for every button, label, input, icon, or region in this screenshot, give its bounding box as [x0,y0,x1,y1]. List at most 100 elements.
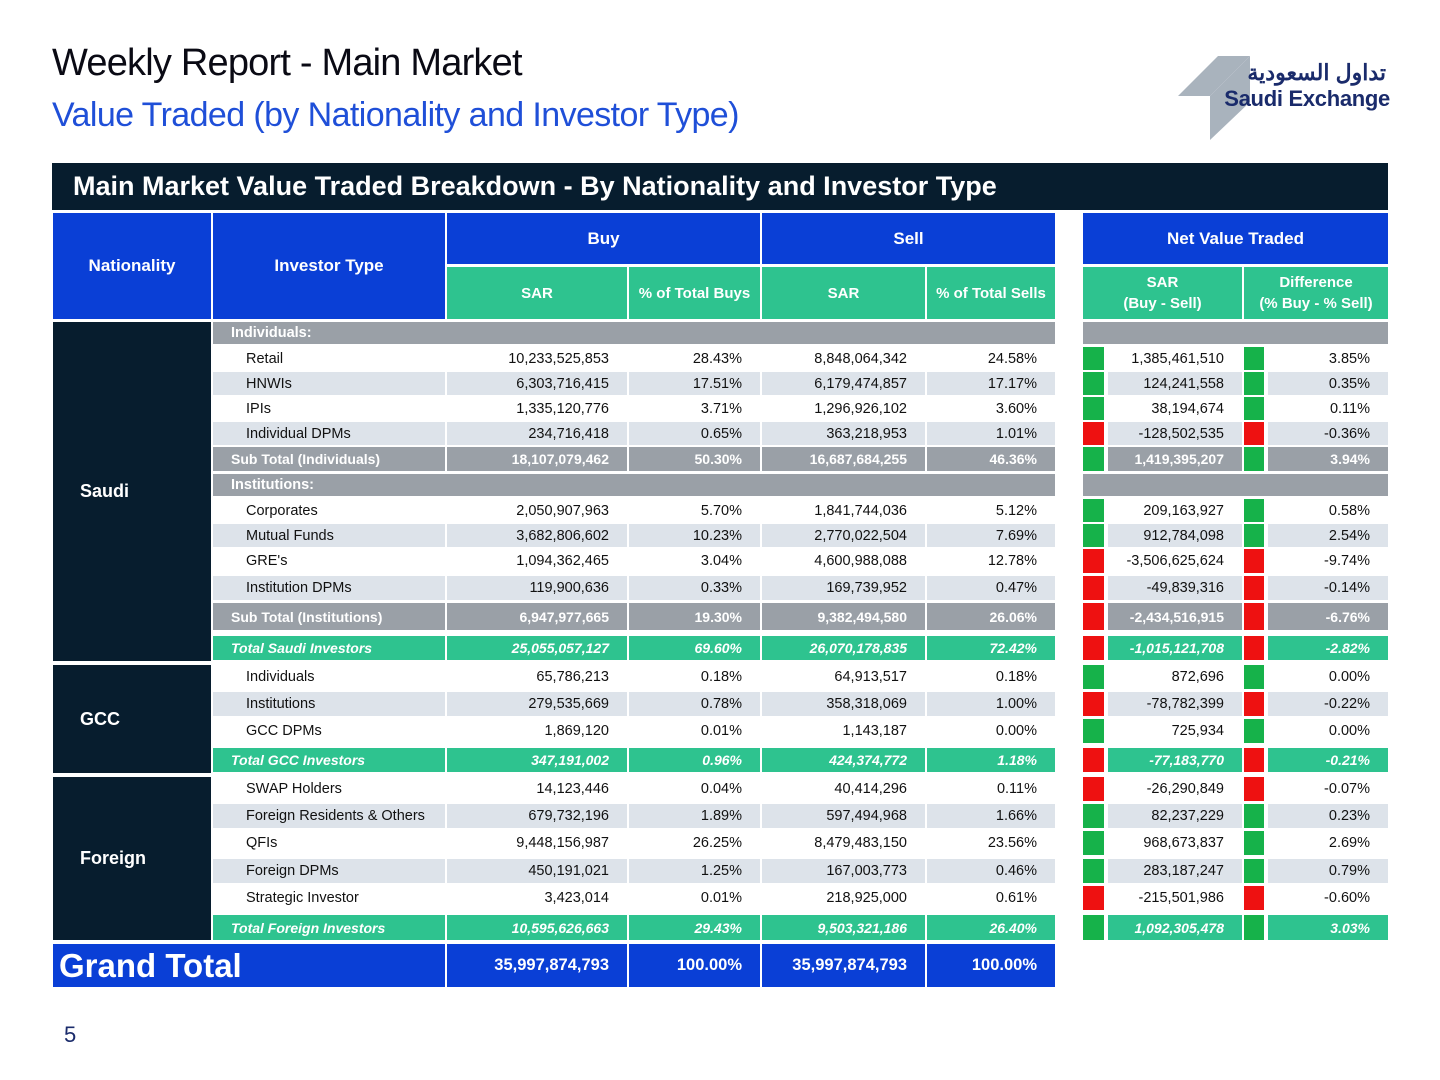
table-row-sell-pct: 0.18% [995,669,1037,685]
table-row-buy-sar: 3,682,806,602 [447,524,627,547]
table-row-buy-pct: 0.65% [629,422,760,445]
table-row-label: GRE's [246,553,288,569]
table-row-buy-sar: 119,900,636 [447,576,627,600]
table-row-sell-sar: 2,770,022,504 [762,524,925,547]
table-row-net-sar: 872,696 [1171,669,1224,685]
table-row-net-difference: -0.07% [1324,781,1370,797]
table-row-buy-sar: 6,303,716,415 [447,372,627,395]
table-row-sell-sar: 1,296,926,102 [814,400,907,417]
table-row-net-sar: -49,839,316 [1108,576,1242,600]
table-row-buy-pct: 10.23% [629,524,760,547]
table-row-buy-pct: 1.25% [629,859,760,883]
table-row-buy-pct: 0.18% [700,669,742,685]
table-row-label: Corporates [246,502,318,519]
difference-direction-indicator [1244,576,1264,600]
subtotal-row-net-sar: -2,434,516,915 [1108,603,1242,630]
table-row-label: Strategic Investor [246,890,359,906]
table-row-sell-pct: 1.66% [927,804,1055,828]
total-row-buy-sar: 25,055,057,127 [447,636,627,660]
table-row-net-sar: 912,784,098 [1108,524,1242,547]
column-header-buy-sar: SAR [447,267,627,319]
table-row-label: Mutual Funds [213,524,445,547]
grand-total-buy-sar: 35,997,874,793 [447,944,627,987]
table-row-buy-pct: 17.51% [629,372,760,395]
table-row-buy-sar: 450,191,021 [447,859,627,883]
table-row-sell-sar: 218,925,000 [826,890,907,906]
table-row-sell-sar: 167,003,773 [762,859,925,883]
table-row-sell-sar: 363,218,953 [762,422,925,445]
column-header-net-sar-line2: (Buy - Sell) [1123,295,1202,312]
table-row-net-sar: 124,241,558 [1108,372,1242,395]
logo-english-text: Saudi Exchange [1224,86,1390,111]
table-row-buy-pct: 0.33% [629,576,760,600]
table-row-buy-sar: 3,423,014 [544,890,609,906]
table-row-net-difference: 0.11% [1329,400,1370,417]
table-row-sell-sar: 1,841,744,036 [814,502,907,519]
table-row-buy-sar: 1,094,362,465 [516,553,609,569]
table-row-net-sar: -128,502,535 [1108,422,1242,445]
logo-arabic-text: تداول السعودية [1247,60,1386,85]
difference-direction-indicator [1244,422,1264,445]
table-row-buy-pct: 26.25% [692,835,742,851]
table-row-buy-pct: 28.43% [692,350,742,367]
table-row-label: Individual DPMs [213,422,445,445]
difference-direction-indicator [1244,859,1264,883]
total-row-sell-pct: 26.40% [927,915,1055,940]
total-row-label: Total Saudi Investors [213,636,445,660]
table-row-label: Institution DPMs [213,576,445,600]
table-row-sell-pct: 1.01% [927,422,1055,445]
table-row-buy-pct: 3.04% [700,553,742,569]
net-direction-indicator [1083,886,1104,910]
table-row-buy-pct: 0.78% [629,692,760,716]
table-row-buy-pct: 0.01% [700,723,742,739]
table-row-net-sar: -215,501,986 [1138,890,1224,906]
total-row-net-difference: -2.82% [1268,636,1388,660]
nationality-group-gcc: GCC [53,665,211,773]
table-banner: Main Market Value Traded Breakdown - By … [52,163,1388,210]
table-row-net-difference: -0.60% [1324,890,1370,906]
column-header-net-difference: Difference (% Buy - % Sell) [1244,267,1388,319]
net-direction-indicator [1083,603,1104,630]
total-row-label: Total Foreign Investors [213,915,445,940]
difference-direction-indicator [1244,692,1264,716]
column-header-nationality: Nationality [53,213,211,319]
table-row-buy-sar: 10,233,525,853 [508,350,609,367]
table-row-sell-sar: 64,913,517 [834,669,907,685]
table-row-buy-sar: 1,869,120 [544,723,609,739]
table-row-sell-sar: 1,143,187 [842,723,907,739]
net-direction-indicator [1083,915,1104,940]
total-row-buy-pct: 69.60% [629,636,760,660]
table-row-sell-pct: 0.47% [927,576,1055,600]
table-row-sell-pct: 3.60% [995,400,1037,417]
difference-direction-indicator [1244,347,1264,370]
total-row-buy-pct: 0.96% [629,748,760,772]
grand-total-label: Grand Total [53,944,445,987]
table-row-sell-pct: 0.61% [995,890,1037,906]
subtotal-row-buy-sar: 6,947,977,665 [447,603,627,630]
net-direction-indicator [1083,576,1104,600]
nationality-group-saudi: Saudi [53,322,211,661]
net-direction-indicator [1083,777,1104,801]
subtotal-row-sell-sar: 9,382,494,580 [762,603,925,630]
column-header-sell: Sell [762,213,1055,264]
page-subtitle: Value Traded (by Nationality and Investo… [52,96,739,134]
difference-direction-indicator [1244,777,1264,801]
table-row-buy-sar: 279,535,669 [447,692,627,716]
table-row-sell-pct: 7.69% [927,524,1055,547]
column-header-net-difference-line2: (% Buy - % Sell) [1259,295,1373,312]
nationality-group-foreign: Foreign [53,777,211,940]
total-row-sell-sar: 9,503,321,186 [762,915,925,940]
column-header-buy-pct: % of Total Buys [629,267,760,319]
table-row-buy-pct: 5.70% [700,502,742,519]
table-row-buy-sar: 234,716,418 [447,422,627,445]
table-row-sell-sar: 4,600,988,088 [814,553,907,569]
table-row-net-difference: 0.23% [1268,804,1388,828]
table-row-net-sar: 725,934 [1171,723,1224,739]
difference-direction-indicator [1244,603,1264,630]
table-row-sell-sar: 597,494,968 [762,804,925,828]
column-header-buy: Buy [447,213,760,264]
table-row-net-difference: -0.36% [1268,422,1388,445]
table-row-buy-sar: 679,732,196 [447,804,627,828]
subtotal-row-buy-sar: 18,107,079,462 [447,447,627,471]
column-header-net-sar: SAR (Buy - Sell) [1083,267,1242,319]
